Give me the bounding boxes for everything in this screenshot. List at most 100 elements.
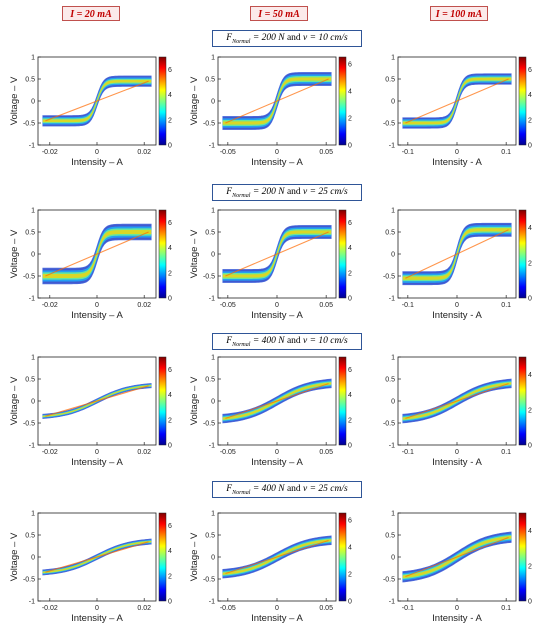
subplot-r0-c1: -1 -0.5 0 0.5 1 -0.05 0 0.05 Intensity – A Voltag…	[189, 55, 352, 169]
y-tick-label: 0.5	[385, 230, 395, 237]
colorbar-tick-label: 4	[348, 245, 352, 252]
y-tick-label: -0.5	[383, 577, 395, 584]
colorbar	[158, 512, 167, 602]
colorbar-tick-label: 2	[348, 270, 352, 277]
condition-box-2: FNormal = 200 N and v = 25 cm/s	[212, 184, 362, 201]
x-tick-label: 0	[455, 605, 459, 612]
y-tick-label: -1	[209, 599, 215, 606]
colorbar-tick-label: 0	[348, 143, 352, 150]
y-tick-label: 0	[391, 399, 395, 406]
condition-box-4: FNormal = 400 N and v = 25 cm/s	[212, 481, 362, 498]
density-core	[225, 539, 329, 575]
x-axis-label: Intensity – A	[71, 613, 123, 624]
colorbar-tick-label: 2	[168, 417, 172, 424]
y-tick-label: 0.5	[385, 533, 395, 540]
x-axis-label: Intensity – A	[251, 457, 303, 468]
loop-density	[42, 383, 152, 419]
subplot-r0-c0: -1 -0.5 0 0.5 1 -0.02 0 0.02 Intensity – A Voltag…	[9, 55, 172, 169]
y-tick-label: 1	[391, 55, 395, 62]
x-tick-label: -0.1	[402, 605, 414, 612]
y-tick-label: -1	[389, 443, 395, 450]
y-tick-label: 0.5	[205, 377, 215, 384]
y-tick-label: 0	[31, 555, 35, 562]
colorbar	[518, 512, 527, 602]
colorbar-tick-label: 2	[528, 260, 532, 267]
colorbar	[338, 512, 347, 602]
colorbar	[338, 209, 347, 299]
density-core	[225, 78, 329, 124]
y-tick-label: -1	[389, 143, 395, 150]
colorbar-tick-label: 0	[348, 599, 352, 606]
y-tick-label: 1	[211, 55, 215, 62]
loop-density	[402, 222, 512, 286]
colorbar-tick-label: 6	[168, 523, 172, 530]
colorbar-tick-label: 0	[348, 443, 352, 450]
y-tick-label: -1	[29, 599, 35, 606]
density-core	[45, 80, 149, 122]
x-axis-label: Intensity – A	[251, 310, 303, 321]
x-tick-label: -0.02	[42, 302, 58, 309]
x-tick-label: 0	[455, 449, 459, 456]
density-core	[225, 383, 329, 419]
y-axis-label: Voltage – V	[9, 532, 20, 581]
colorbar-tick-label: 4	[348, 544, 352, 551]
y-tick-label: -1	[209, 443, 215, 450]
colorbar-tick-label: 6	[168, 367, 172, 374]
y-axis-label: Voltage – V	[9, 229, 20, 278]
loop-density	[402, 73, 512, 129]
y-tick-label: 0	[391, 252, 395, 259]
colorbar-tick-label: 2	[348, 115, 352, 122]
x-tick-label: 0	[95, 605, 99, 612]
loop-density	[222, 225, 332, 283]
y-tick-label: -0.5	[383, 121, 395, 128]
y-tick-label: 0	[211, 99, 215, 106]
x-tick-label: -0.02	[42, 605, 58, 612]
x-tick-label: 0	[455, 149, 459, 156]
x-tick-label: 0.1	[501, 449, 511, 456]
colorbar-tick-label: 6	[528, 67, 532, 74]
y-tick-label: 0	[31, 252, 35, 259]
x-tick-label: 0.05	[319, 302, 333, 309]
colorbar-tick-label: 6	[168, 67, 172, 74]
loop-density	[42, 538, 152, 576]
x-axis-label: Intensity – A	[71, 457, 123, 468]
x-tick-label: 0	[275, 449, 279, 456]
y-tick-label: 0.5	[205, 230, 215, 237]
subplot-r3-c1: -1 -0.5 0 0.5 1 -0.05 0 0.05 Intensity – A Voltag…	[189, 511, 352, 625]
y-tick-label: 0.5	[25, 77, 35, 84]
x-tick-label: 0.1	[501, 605, 511, 612]
y-tick-label: 1	[211, 355, 215, 362]
colorbar	[518, 356, 527, 446]
colorbar-tick-label: 0	[168, 599, 172, 606]
x-tick-label: 0.02	[137, 149, 151, 156]
y-axis-label: Voltage – V	[189, 376, 200, 425]
density-core	[45, 231, 149, 277]
y-tick-label: 0	[31, 99, 35, 106]
y-tick-label: -0.5	[203, 121, 215, 128]
colorbar-tick-label: 6	[348, 367, 352, 374]
colorbar-tick-label: 6	[348, 220, 352, 227]
y-tick-label: 1	[391, 208, 395, 215]
colorbar-tick-label: 4	[528, 92, 532, 99]
column-header-50ma: I = 50 mA	[250, 6, 308, 21]
colorbar-tick-label: 0	[528, 599, 532, 606]
subplot-r1-c1: -1 -0.5 0 0.5 1 -0.05 0 0.05 Intensity – A Voltag…	[189, 208, 352, 322]
x-tick-label: 0.05	[319, 149, 333, 156]
y-tick-label: -0.5	[203, 421, 215, 428]
density-core	[225, 231, 329, 277]
x-tick-label: 0.05	[319, 605, 333, 612]
y-tick-label: 1	[391, 355, 395, 362]
colorbar-tick-label: 0	[528, 143, 532, 150]
y-tick-label: -0.5	[23, 577, 35, 584]
loop-density	[222, 535, 332, 579]
x-tick-label: 0	[275, 302, 279, 309]
y-axis-label: Voltage – V	[9, 76, 20, 125]
colorbar-tick-label: 2	[168, 270, 172, 277]
subplot-r2-c1: -1 -0.5 0 0.5 1 -0.05 0 0.05 Intensity – A Voltag…	[189, 355, 352, 469]
y-tick-label: 1	[211, 208, 215, 215]
y-tick-label: 0	[391, 555, 395, 562]
colorbar-tick-label: 4	[168, 245, 172, 252]
y-tick-label: 0.5	[385, 77, 395, 84]
loop-density	[42, 75, 152, 127]
y-tick-label: 0.5	[25, 377, 35, 384]
